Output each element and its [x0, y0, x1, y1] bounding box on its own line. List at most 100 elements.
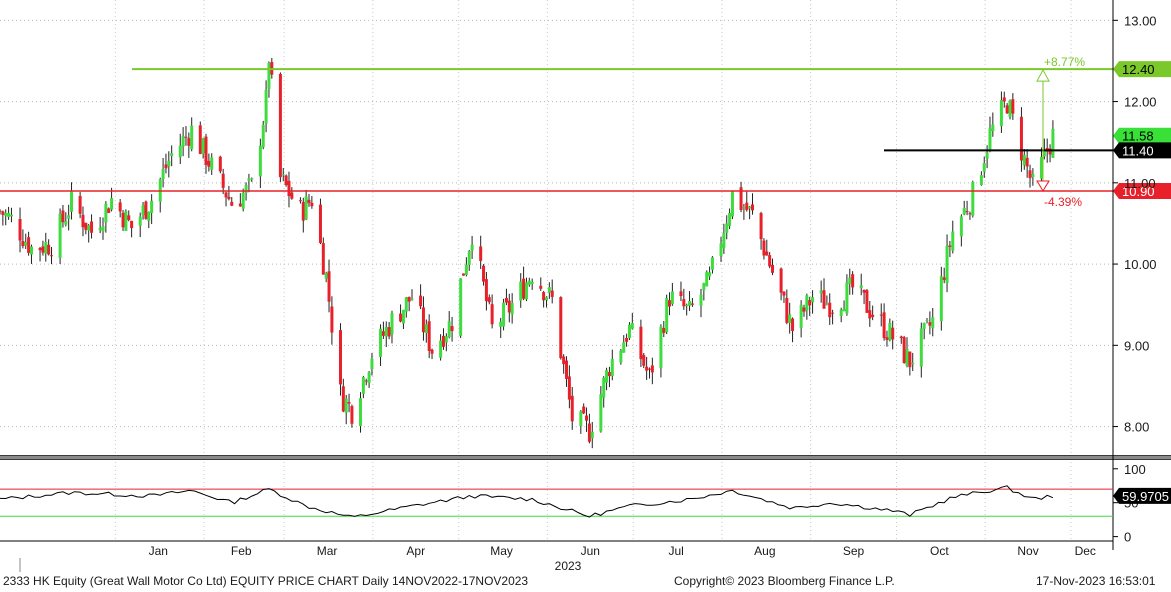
- candle-down: [38, 247, 42, 251]
- candle-up: [547, 287, 551, 293]
- candle-up: [719, 243, 723, 257]
- candle-down: [364, 380, 368, 382]
- candle-up: [962, 208, 966, 215]
- candle-down: [899, 336, 903, 339]
- candle-down: [18, 219, 22, 241]
- price-panel: [0, 0, 1113, 455]
- candle-up: [710, 257, 714, 270]
- candle-down: [84, 222, 88, 230]
- candle-down: [885, 337, 889, 340]
- candle-down: [27, 237, 31, 253]
- candle-down: [341, 386, 345, 412]
- candle-up: [699, 294, 703, 306]
- candle-up: [905, 348, 909, 366]
- last-price-tag-bg: [1113, 127, 1171, 144]
- candle-down: [490, 304, 494, 325]
- candle-up: [622, 342, 626, 353]
- candle-down: [808, 300, 812, 306]
- candle-up: [124, 211, 128, 231]
- candle-down: [419, 295, 423, 307]
- candle-down: [41, 246, 45, 253]
- candle-up: [888, 322, 892, 341]
- candle-up: [467, 251, 471, 265]
- candle-down: [642, 355, 646, 366]
- candle-down: [607, 372, 611, 377]
- candle-up: [688, 301, 692, 306]
- month-label-nov: Nov: [1017, 544, 1038, 558]
- candle-up: [379, 328, 383, 357]
- candle-down: [550, 290, 554, 297]
- candle-up: [44, 242, 48, 254]
- candle-up: [788, 314, 792, 323]
- candle-up: [510, 302, 514, 315]
- candle-down: [507, 300, 511, 313]
- candle-up: [190, 125, 194, 150]
- candle-up: [945, 245, 949, 283]
- candle-down: [130, 220, 134, 229]
- candle-down: [1002, 97, 1006, 102]
- candle-down: [559, 297, 563, 359]
- rsi-last-tag: 59.9705: [1122, 489, 1169, 504]
- year-label: 2023: [555, 559, 582, 572]
- candle-up: [150, 200, 154, 213]
- resistance-tag: 12.40: [1122, 62, 1155, 77]
- candle-up: [728, 212, 732, 226]
- candle-up: [819, 290, 823, 294]
- candle-down: [487, 297, 491, 303]
- candle-down: [118, 202, 122, 212]
- candle-up: [104, 203, 108, 223]
- candle-up: [67, 215, 71, 219]
- candle-down: [868, 310, 872, 319]
- month-label-jun: Jun: [581, 544, 600, 558]
- candle-down: [504, 297, 508, 303]
- candle-up: [170, 153, 174, 157]
- candle-up: [1051, 128, 1055, 158]
- candle-down: [107, 208, 111, 213]
- candle-up: [1031, 173, 1035, 178]
- candle-up: [29, 246, 33, 255]
- upside-pct-label: +8.77%: [1044, 55, 1085, 69]
- candle-down: [871, 314, 875, 317]
- month-label-jan: Jan: [149, 544, 168, 558]
- candle-up: [304, 196, 308, 220]
- price-tick-label: 12.00: [1124, 95, 1157, 110]
- candle-up: [590, 431, 594, 439]
- candle-down: [0, 210, 2, 212]
- candle-up: [502, 302, 506, 327]
- candle-down: [318, 204, 322, 243]
- candle-up: [845, 282, 849, 314]
- month-label-oct: Oct: [930, 544, 949, 558]
- down-arrow: [1036, 180, 1050, 192]
- candle-down: [90, 221, 94, 233]
- candle-up: [1022, 154, 1026, 166]
- candle-down: [965, 211, 969, 213]
- candle-up: [979, 175, 983, 185]
- candle-down: [207, 160, 211, 167]
- month-label-sep: Sep: [843, 544, 865, 558]
- candle-down: [347, 402, 351, 404]
- candle-down: [582, 406, 586, 414]
- candle-up: [439, 340, 443, 358]
- candle-up: [670, 291, 674, 305]
- candle-down: [1019, 116, 1023, 161]
- candle-down: [968, 213, 972, 215]
- candle-up: [324, 272, 328, 279]
- candle-up: [848, 277, 852, 284]
- candle-up: [799, 304, 803, 328]
- rsi-last-tag-bg: [1113, 487, 1171, 504]
- candle-up: [1039, 156, 1043, 179]
- rsi-panel: 10050059.9705: [0, 462, 1171, 545]
- candle-down: [831, 312, 835, 314]
- candle-up: [519, 281, 523, 301]
- candle-up: [805, 295, 809, 311]
- candle-up: [138, 216, 142, 226]
- candle-down: [782, 291, 786, 296]
- candle-up: [261, 124, 265, 148]
- candle-up: [919, 328, 923, 367]
- candle-down: [668, 300, 672, 307]
- price-tick-label: 9.00: [1124, 338, 1149, 353]
- candle-up: [390, 313, 394, 335]
- candle-up: [530, 281, 534, 284]
- candle-up: [659, 326, 663, 369]
- candle-down: [221, 173, 225, 188]
